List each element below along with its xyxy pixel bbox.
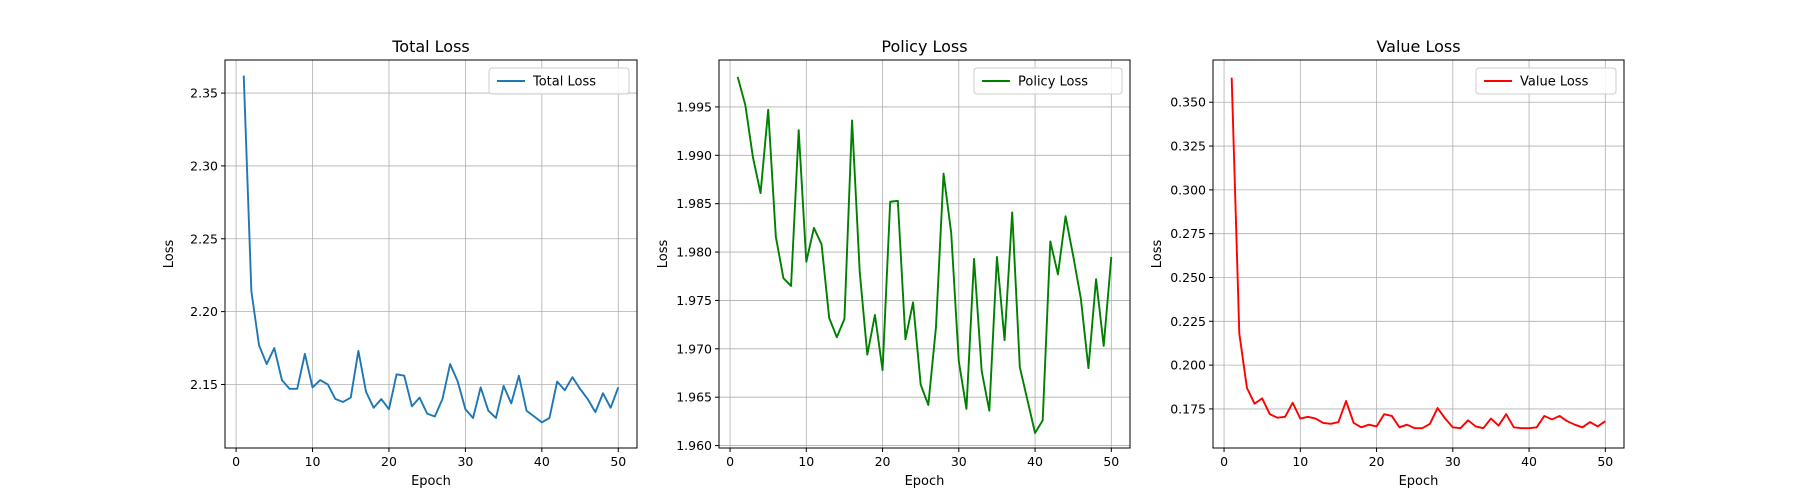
- chart-title: Value Loss: [1376, 37, 1460, 56]
- y-tick-label: 1.985: [676, 196, 712, 211]
- x-axis-label: Epoch: [905, 474, 945, 489]
- legend-label: Value Loss: [1520, 75, 1589, 90]
- y-tick-label: 2.35: [190, 86, 218, 101]
- x-tick-label: 20: [381, 454, 397, 469]
- legend-label: Total Loss: [532, 75, 596, 90]
- legend: Total Loss: [488, 67, 630, 95]
- x-tick-label: 40: [534, 454, 550, 469]
- series-line-total-loss: [242, 75, 620, 424]
- y-tick-label: 1.965: [676, 390, 712, 405]
- chart-panel-2: 0 10 20 30 40 50 1.960 1.965 1.970 1.975 1.980 1.98…: [656, 37, 1131, 489]
- legend-box: [488, 67, 630, 95]
- x-tick-label: 50: [1597, 454, 1613, 469]
- y-tick-label: 2.25: [190, 231, 218, 246]
- y-tick-label: 0.275: [1170, 226, 1206, 241]
- x-tick-label: 20: [875, 454, 891, 469]
- x-tick-label: 10: [305, 454, 321, 469]
- chart-title: Total Loss: [391, 37, 470, 56]
- legend-box: [973, 67, 1123, 95]
- y-tick-label: 1.975: [676, 293, 712, 308]
- y-axis-label: Loss: [656, 240, 671, 269]
- plot-frame: [1212, 59, 1625, 449]
- y-tick-label: 2.20: [190, 304, 218, 319]
- y-axis-label: Loss: [1150, 240, 1165, 269]
- y-tick-label: 0.175: [1170, 401, 1206, 416]
- x-tick-label: 30: [951, 454, 967, 469]
- legend-label: Policy Loss: [1018, 75, 1088, 90]
- y-tick-label: 1.980: [676, 245, 712, 260]
- y-tick-label: 2.30: [190, 158, 218, 173]
- x-axis-label: Epoch: [1399, 474, 1439, 489]
- x-tick-label: 30: [1445, 454, 1461, 469]
- x-tick-label: 40: [1027, 454, 1043, 469]
- chart-title: Policy Loss: [881, 37, 967, 56]
- x-tick-label: 0: [232, 454, 240, 469]
- x-tick-label: 0: [1220, 454, 1228, 469]
- grid-lines: [719, 60, 1130, 448]
- x-tick-label: 50: [610, 454, 626, 469]
- y-tick-label: 1.970: [676, 341, 712, 356]
- x-tick-label: 20: [1369, 454, 1385, 469]
- plot-frame: [224, 59, 638, 449]
- series-line-policy-loss: [736, 76, 1113, 434]
- y-tick-label: 1.960: [676, 438, 712, 453]
- y-tick-label: 0.225: [1170, 314, 1206, 329]
- y-tick-label: 1.990: [676, 148, 712, 163]
- plot-frame: [718, 59, 1131, 449]
- series-line-value-loss: [1230, 77, 1606, 430]
- chart-panel-1: 0 10 20 30 40 50 2.15 2.20 2.25 2.30 2.35 Total Los…: [162, 37, 638, 489]
- chart-panel-3: 0 10 20 30 40 50 0.175 0.200 0.225 0.250 0.275 0.30…: [1150, 37, 1625, 489]
- y-tick-label: 0.325: [1170, 139, 1206, 154]
- legend: Policy Loss: [973, 67, 1123, 95]
- x-tick-label: 40: [1521, 454, 1537, 469]
- y-tick-label: 0.300: [1170, 182, 1206, 197]
- grid-lines: [225, 60, 637, 448]
- y-tick-label: 1.995: [676, 99, 712, 114]
- x-tick-label: 50: [1103, 454, 1119, 469]
- y-tick-label: 0.350: [1170, 95, 1206, 110]
- y-tick-label: 0.250: [1170, 270, 1206, 285]
- x-tick-label: 0: [726, 454, 734, 469]
- legend: Value Loss: [1475, 67, 1617, 95]
- legend-box: [1475, 67, 1617, 95]
- y-tick-label: 2.15: [190, 377, 218, 392]
- x-axis-label: Epoch: [411, 474, 451, 489]
- y-tick-label: 0.200: [1170, 358, 1206, 373]
- grid-lines: [1213, 60, 1624, 448]
- x-tick-label: 30: [457, 454, 473, 469]
- y-axis-label: Loss: [162, 240, 177, 269]
- x-tick-label: 10: [1292, 454, 1308, 469]
- x-tick-label: 10: [798, 454, 814, 469]
